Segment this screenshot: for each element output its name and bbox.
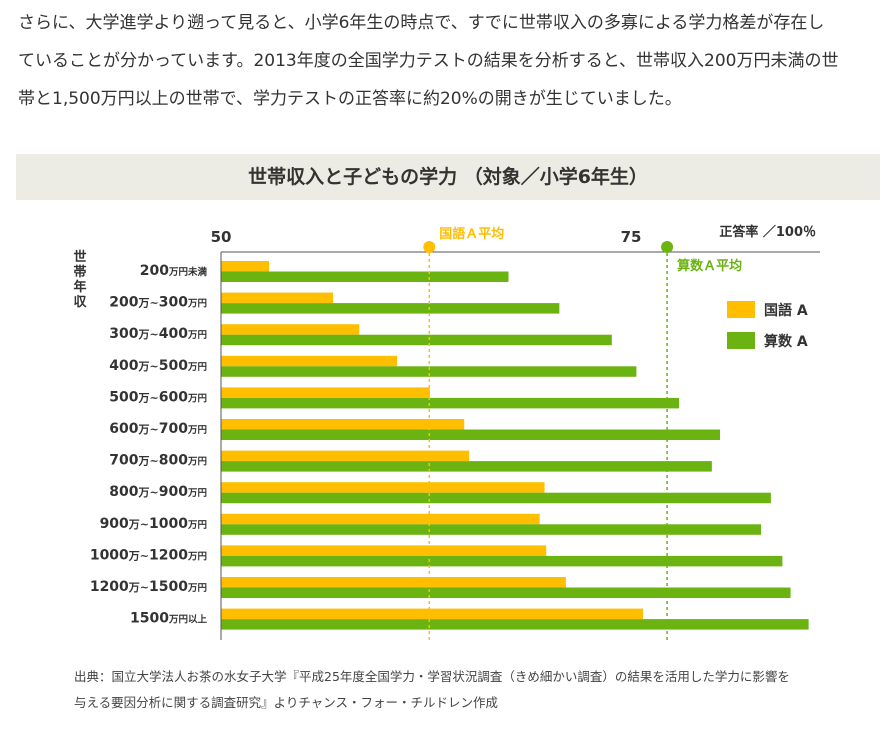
source-note: 出典：国立大学法人お茶の水女子大学『平成25年度全国学力・学習状況調査（きめ細か… bbox=[74, 664, 854, 716]
category-label: 600万~700万円 bbox=[109, 421, 207, 437]
category-label: 800万~900万円 bbox=[109, 484, 207, 500]
average-label: 国語Ａ平均 bbox=[439, 226, 504, 242]
bar-kokugo-a bbox=[221, 482, 545, 493]
bar-kokugo-a bbox=[221, 292, 334, 304]
category-label: 300万~400万円 bbox=[109, 326, 207, 342]
x-axis-label: 正答率 ／100％ bbox=[719, 224, 816, 240]
intro-line: さらに、大学進学より遡って見ると、小学6年生の時点で、すでに世帯収入の多寡による… bbox=[18, 13, 825, 33]
bar-kokugo-a bbox=[221, 450, 470, 462]
average-marker bbox=[423, 241, 436, 253]
bar-sansu-a bbox=[221, 524, 762, 535]
category-label: 900万~1000万円 bbox=[100, 516, 207, 532]
bar-sansu-a bbox=[221, 461, 712, 472]
bar-sansu-a bbox=[221, 334, 612, 346]
x-tick-label: 75 bbox=[621, 228, 642, 246]
category-label: 200万円未満 bbox=[140, 263, 208, 279]
category-label: 1500万円以上 bbox=[130, 611, 207, 627]
bar-sansu-a bbox=[221, 492, 771, 504]
legend-label: 算数 A bbox=[764, 333, 808, 350]
category-label: 1200万~1500万円 bbox=[90, 579, 207, 595]
source-line: 与える要因分析に関する調査研究』よりチャンス・フォー・チルドレン作成 bbox=[74, 695, 499, 710]
bar-kokugo-a bbox=[221, 577, 566, 588]
intro-line: 帯と1,500万円以上の世帯で、学力テストの正答率に約20%の開きが生じていまし… bbox=[18, 89, 682, 109]
bar-kokugo-a bbox=[221, 419, 465, 430]
average-label: 算数Ａ平均 bbox=[677, 258, 742, 274]
intro-paragraph: さらに、大学進学より遡って見ると、小学6年生の時点で、すでに世帯収入の多寡による… bbox=[18, 4, 880, 118]
chart-title-bar: 世帯収入と子どもの学力 （対象／小学6年生） bbox=[16, 154, 880, 200]
x-tick-label: 50 bbox=[211, 228, 232, 246]
legend-label: 国語 A bbox=[764, 302, 808, 319]
bar-sansu-a bbox=[221, 366, 637, 377]
bar-sansu-a bbox=[221, 555, 783, 567]
income-score-bar-chart: 50 75 正答率 ／100％ 世帯年収 200万円未満 200万~300万円 300万~4… bbox=[73, 224, 820, 640]
category-label: 1000万~1200万円 bbox=[90, 547, 207, 563]
average-marker bbox=[661, 241, 674, 253]
category-label: 700万~800万円 bbox=[109, 453, 207, 469]
bar-kokugo-a bbox=[221, 355, 397, 367]
intro-line: ていることが分かっています。2013年度の全国学力テストの結果を分析すると、世帯… bbox=[18, 51, 839, 71]
bar-kokugo-a bbox=[221, 387, 430, 398]
bar-sansu-a bbox=[221, 587, 791, 598]
bar-sansu-a bbox=[221, 397, 680, 409]
bar-sansu-a bbox=[221, 271, 509, 282]
bar-sansu-a bbox=[221, 619, 809, 630]
bar-sansu-a bbox=[221, 429, 721, 440]
category-label: 400万~500万円 bbox=[109, 358, 207, 374]
category-label: 200万~300万円 bbox=[109, 295, 207, 311]
source-line: 出典：国立大学法人お茶の水女子大学『平成25年度全国学力・学習状況調査（きめ細か… bbox=[74, 669, 790, 684]
y-axis-label: 世帯年収 bbox=[73, 249, 87, 310]
bar-sansu-a bbox=[221, 303, 560, 314]
category-label: 500万~600万円 bbox=[109, 389, 207, 405]
bar-kokugo-a bbox=[221, 545, 547, 556]
bar-kokugo-a bbox=[221, 513, 540, 525]
bar-kokugo-a bbox=[221, 608, 643, 620]
legend-swatch bbox=[727, 332, 755, 349]
legend-swatch bbox=[727, 301, 755, 318]
bar-kokugo-a bbox=[221, 261, 270, 272]
chart-title: 世帯収入と子どもの学力 （対象／小学6年生） bbox=[248, 166, 648, 188]
bar-kokugo-a bbox=[221, 324, 360, 335]
